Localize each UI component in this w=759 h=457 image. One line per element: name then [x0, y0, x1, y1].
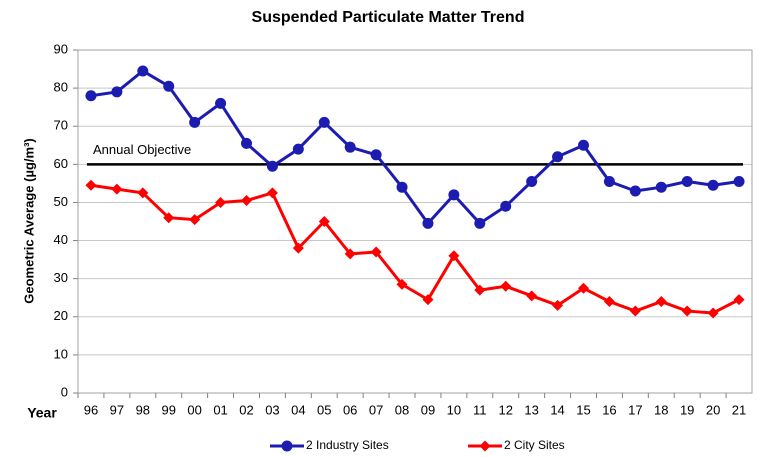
- x-tick-label: 18: [654, 402, 668, 417]
- legend-label: 2 Industry Sites: [306, 438, 389, 452]
- point: [241, 137, 252, 149]
- point: [526, 175, 538, 187]
- x-tick-label: 05: [317, 402, 331, 417]
- y-tick-label: 10: [54, 346, 68, 361]
- point: [733, 294, 745, 306]
- y-tick-label: 50: [54, 194, 68, 209]
- x-tick-label: 02: [239, 402, 253, 417]
- y-tick-label: 80: [54, 80, 68, 95]
- x-tick-label: 96: [84, 402, 98, 417]
- x-tick-label: 14: [550, 402, 564, 417]
- point: [578, 282, 589, 294]
- x-tick-label: 10: [447, 402, 461, 417]
- point: [552, 299, 564, 311]
- y-axis-label: Geometric Average (µg/m³): [21, 138, 36, 303]
- point: [422, 294, 434, 306]
- point: [733, 175, 745, 187]
- point: [318, 216, 330, 227]
- point: [396, 181, 408, 193]
- point: [163, 212, 175, 224]
- point: [189, 116, 201, 128]
- point: [281, 440, 293, 452]
- x-tick-label: 03: [265, 402, 279, 417]
- y-tick-label: 90: [54, 41, 68, 56]
- x-tick-label: 01: [213, 402, 227, 417]
- x-tick-label: 04: [291, 402, 305, 417]
- point: [241, 195, 252, 207]
- x-axis-label: Year: [27, 405, 57, 421]
- x-tick-label: 99: [161, 402, 175, 417]
- point: [500, 280, 512, 292]
- point: [111, 86, 123, 98]
- point: [479, 440, 491, 452]
- legend-label: 2 City Sites: [504, 438, 565, 452]
- point: [448, 250, 460, 262]
- x-tick-label: 09: [421, 402, 435, 417]
- point: [85, 90, 97, 102]
- y-tick-label: 60: [54, 156, 68, 171]
- point: [396, 278, 408, 290]
- x-tick-label: 15: [576, 402, 590, 417]
- point: [526, 290, 538, 302]
- x-tick-label: 98: [136, 402, 150, 417]
- point: [111, 183, 123, 195]
- point: [681, 305, 693, 317]
- point: [655, 296, 667, 308]
- point: [266, 160, 278, 172]
- x-tick-label: 20: [706, 402, 720, 417]
- point: [603, 296, 615, 308]
- point: [215, 196, 227, 208]
- point: [266, 187, 278, 199]
- point: [370, 149, 382, 161]
- point: [629, 185, 641, 197]
- y-tick-label: 20: [54, 308, 68, 323]
- point: [474, 217, 486, 229]
- point: [603, 175, 615, 187]
- point: [85, 179, 97, 191]
- point: [318, 116, 330, 128]
- point: [707, 179, 719, 191]
- x-tick-label: 13: [524, 402, 538, 417]
- series-line: [90, 183, 740, 315]
- y-tick-label: 40: [54, 232, 68, 247]
- point: [163, 80, 175, 92]
- y-tick-label: 30: [54, 270, 68, 285]
- x-tick-label: 00: [187, 402, 201, 417]
- x-tick-label: 16: [602, 402, 616, 417]
- point: [500, 200, 512, 212]
- chart-title: Suspended Particulate Matter Trend: [252, 9, 525, 26]
- y-tick-label: 70: [54, 118, 68, 133]
- point: [344, 141, 356, 153]
- point: [344, 248, 356, 260]
- point: [681, 175, 693, 187]
- x-tick-label: 97: [110, 402, 124, 417]
- point: [292, 143, 304, 155]
- x-tick-label: 21: [732, 402, 746, 417]
- x-tick-label: 11: [473, 402, 487, 417]
- point: [552, 151, 564, 163]
- point: [422, 217, 434, 229]
- point: [137, 187, 149, 199]
- x-tick-label: 06: [343, 402, 357, 417]
- point: [215, 97, 227, 109]
- point: [655, 181, 667, 193]
- point: [292, 242, 304, 254]
- x-tick-label: 12: [498, 402, 512, 417]
- x-tick-label: 17: [628, 402, 642, 417]
- x-tick-label: 19: [680, 402, 694, 417]
- y-tick-label: 0: [61, 384, 68, 399]
- point: [629, 305, 641, 317]
- point: [707, 307, 719, 319]
- x-tick-label: 07: [369, 402, 383, 417]
- point: [578, 139, 589, 151]
- point: [370, 246, 382, 258]
- point: [189, 214, 201, 226]
- reference-label: Annual Objective: [93, 142, 191, 157]
- x-tick-label: 08: [395, 402, 409, 417]
- point: [474, 284, 486, 296]
- point: [448, 189, 460, 201]
- point: [137, 65, 149, 77]
